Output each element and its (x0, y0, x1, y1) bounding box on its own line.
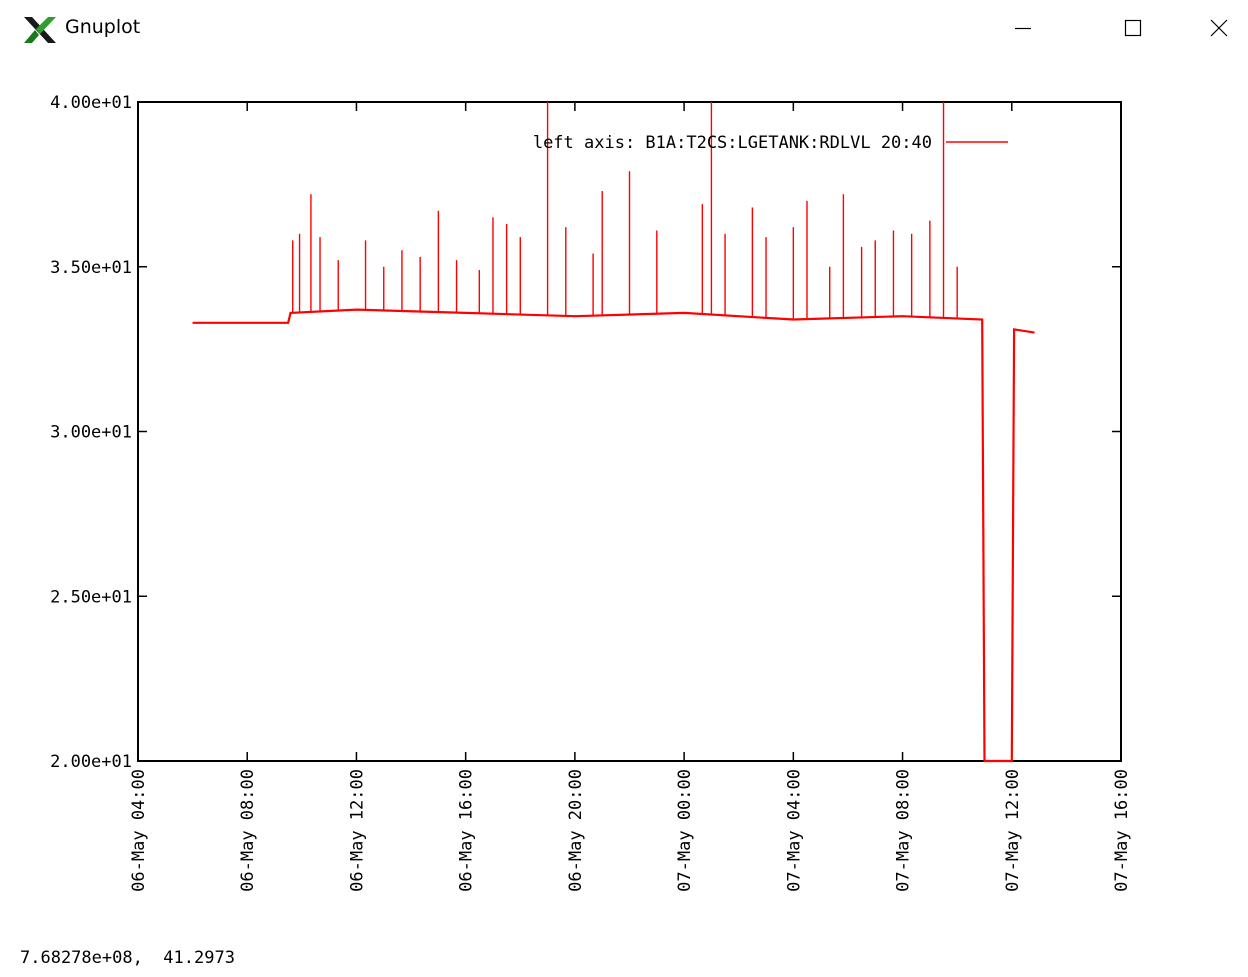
plot-canvas[interactable]: 4.00e+01 3.50e+01 3.00e+01 2.50e+01 2.00e+01… (0, 56, 1248, 946)
y-tick-label: 2.50e+01 (50, 587, 132, 607)
x-tick-label: 06-May 08:00 (238, 769, 258, 892)
maximize-icon (1124, 19, 1142, 37)
x-axis: 06-May 04:00 06-May 08:00 06-May 12:00 06-M… (129, 102, 1132, 892)
x-tick-label: 07-May 04:00 (784, 769, 804, 892)
x-tick-label: 06-May 20:00 (566, 769, 586, 892)
legend-label: left axis: B1A:T2CS:LGETANK:RDLVL 20:40 (533, 133, 932, 153)
minimize-icon (1015, 27, 1031, 30)
y-tick-label: 3.50e+01 (50, 258, 132, 278)
y-tick-label: 2.00e+01 (50, 752, 132, 772)
minimize-button[interactable] (1000, 0, 1046, 56)
legend: left axis: B1A:T2CS:LGETANK:RDLVL 20:40 (533, 133, 1008, 153)
x-tick-label: 06-May 04:00 (129, 769, 149, 892)
maximize-button[interactable] (1110, 0, 1156, 56)
title-bar: Gnuplot (0, 0, 1248, 56)
x-tick-label: 06-May 16:00 (457, 769, 477, 892)
y-axis: 4.00e+01 3.50e+01 3.00e+01 2.50e+01 2.00e+01 (50, 93, 1121, 772)
y-tick-label: 3.00e+01 (50, 423, 132, 443)
mouse-coordinates-status: 7.68278e+08, 41.2973 (20, 948, 235, 968)
x-logo-icon (24, 17, 56, 43)
x-tick-label: 07-May 16:00 (1112, 769, 1132, 892)
series-area (192, 102, 1035, 763)
close-icon (1210, 19, 1228, 37)
close-button[interactable] (1196, 0, 1242, 56)
y-tick-label: 4.00e+01 (50, 93, 132, 113)
series-line (192, 308, 1035, 763)
x-tick-label: 07-May 12:00 (1003, 769, 1023, 892)
x-tick-label: 06-May 12:00 (347, 769, 367, 892)
x-tick-label: 07-May 08:00 (894, 769, 914, 892)
x-tick-label: 07-May 00:00 (675, 769, 695, 892)
window-title: Gnuplot (65, 16, 141, 38)
